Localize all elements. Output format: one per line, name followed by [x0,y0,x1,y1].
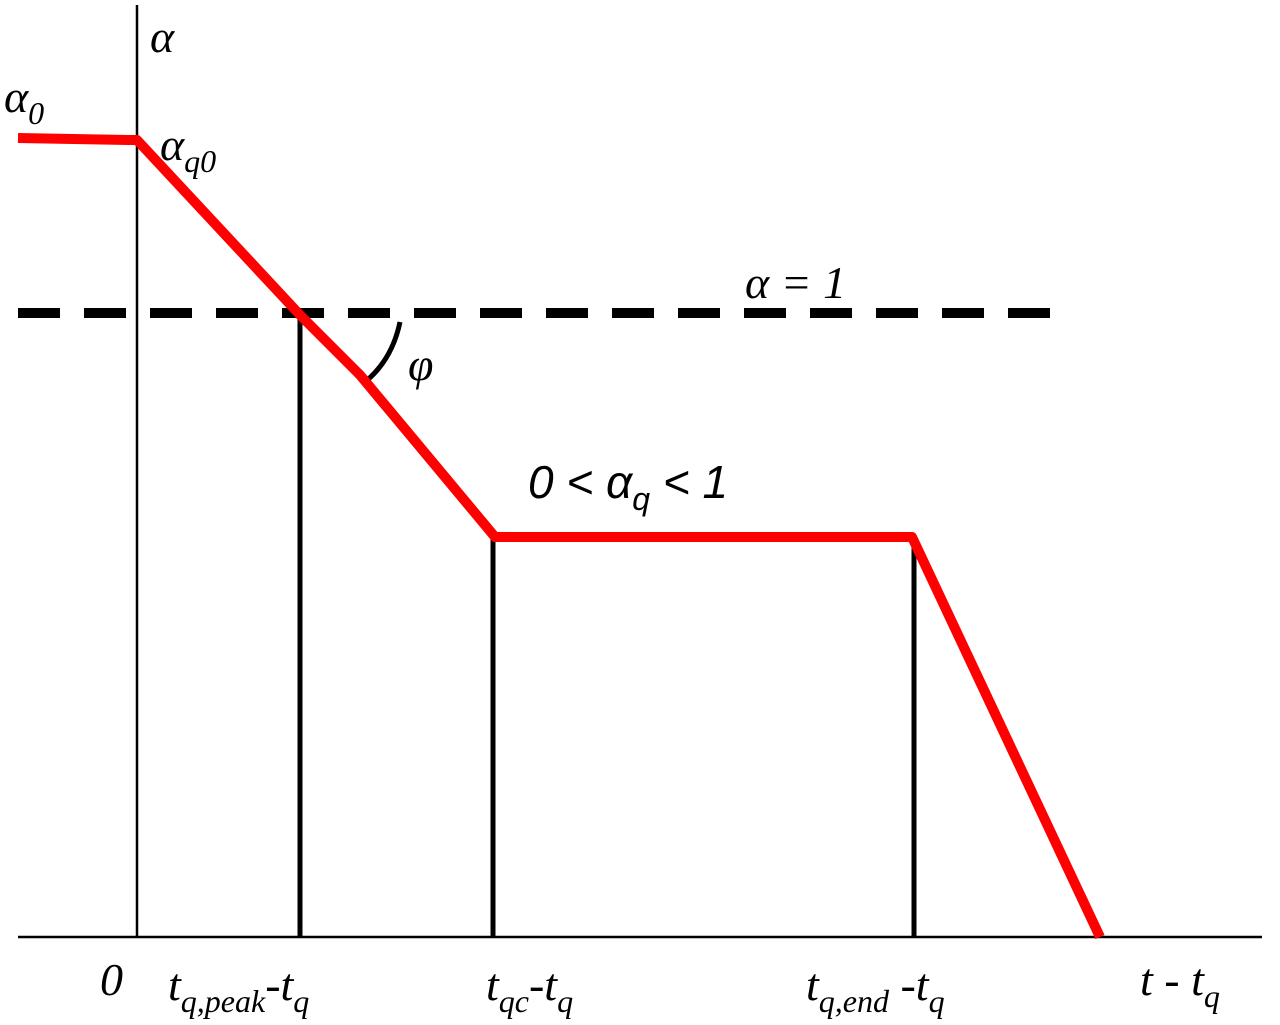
label-text: 0 < α [528,456,634,508]
x-axis-label: t - tq [1140,954,1220,1014]
subscript: q,peak [181,983,266,1019]
label-text: -t [265,959,294,1010]
origin-label: 0 [100,954,123,1005]
subscript: q [632,481,650,517]
t-peak-label: tq,peak-tq [168,959,309,1019]
label-text: α [160,119,185,170]
t-qc-label: tqc-tq [486,959,573,1019]
label-text: t [806,959,820,1010]
subscript: q,end [819,983,890,1019]
label-text: t [486,959,500,1010]
subscript: q [1204,978,1220,1014]
subscript: q0 [184,143,216,179]
subscript: q [929,983,945,1019]
label-text: 0 [100,954,123,1005]
subscript: q [557,983,573,1019]
phi-label: φ [408,339,433,390]
y-axis-label: α [150,11,175,62]
subscript: q [293,983,309,1019]
alpha-q0-label: αq0 [160,119,216,179]
plateau-label: 0 < αq < 1 [528,456,728,517]
angle-arc [363,321,403,384]
t-end-label: tq,end -tq [806,959,945,1019]
label-text: α = 1 [745,257,846,308]
subscript: 0 [28,95,44,131]
subscript: qc [499,983,529,1019]
label-text: t - t [1140,954,1205,1005]
label-text: -t [529,959,558,1010]
label-text: -t [889,959,930,1010]
label-text: α [150,11,175,62]
alpha0-label: α0 [4,71,44,131]
label-text: φ [408,339,433,390]
alpha-curve [17,133,1105,940]
label-text: t [168,959,182,1010]
label-text: < 1 [650,456,728,508]
alpha-eq-1-label: α = 1 [745,257,846,308]
label-text: α [4,71,29,122]
